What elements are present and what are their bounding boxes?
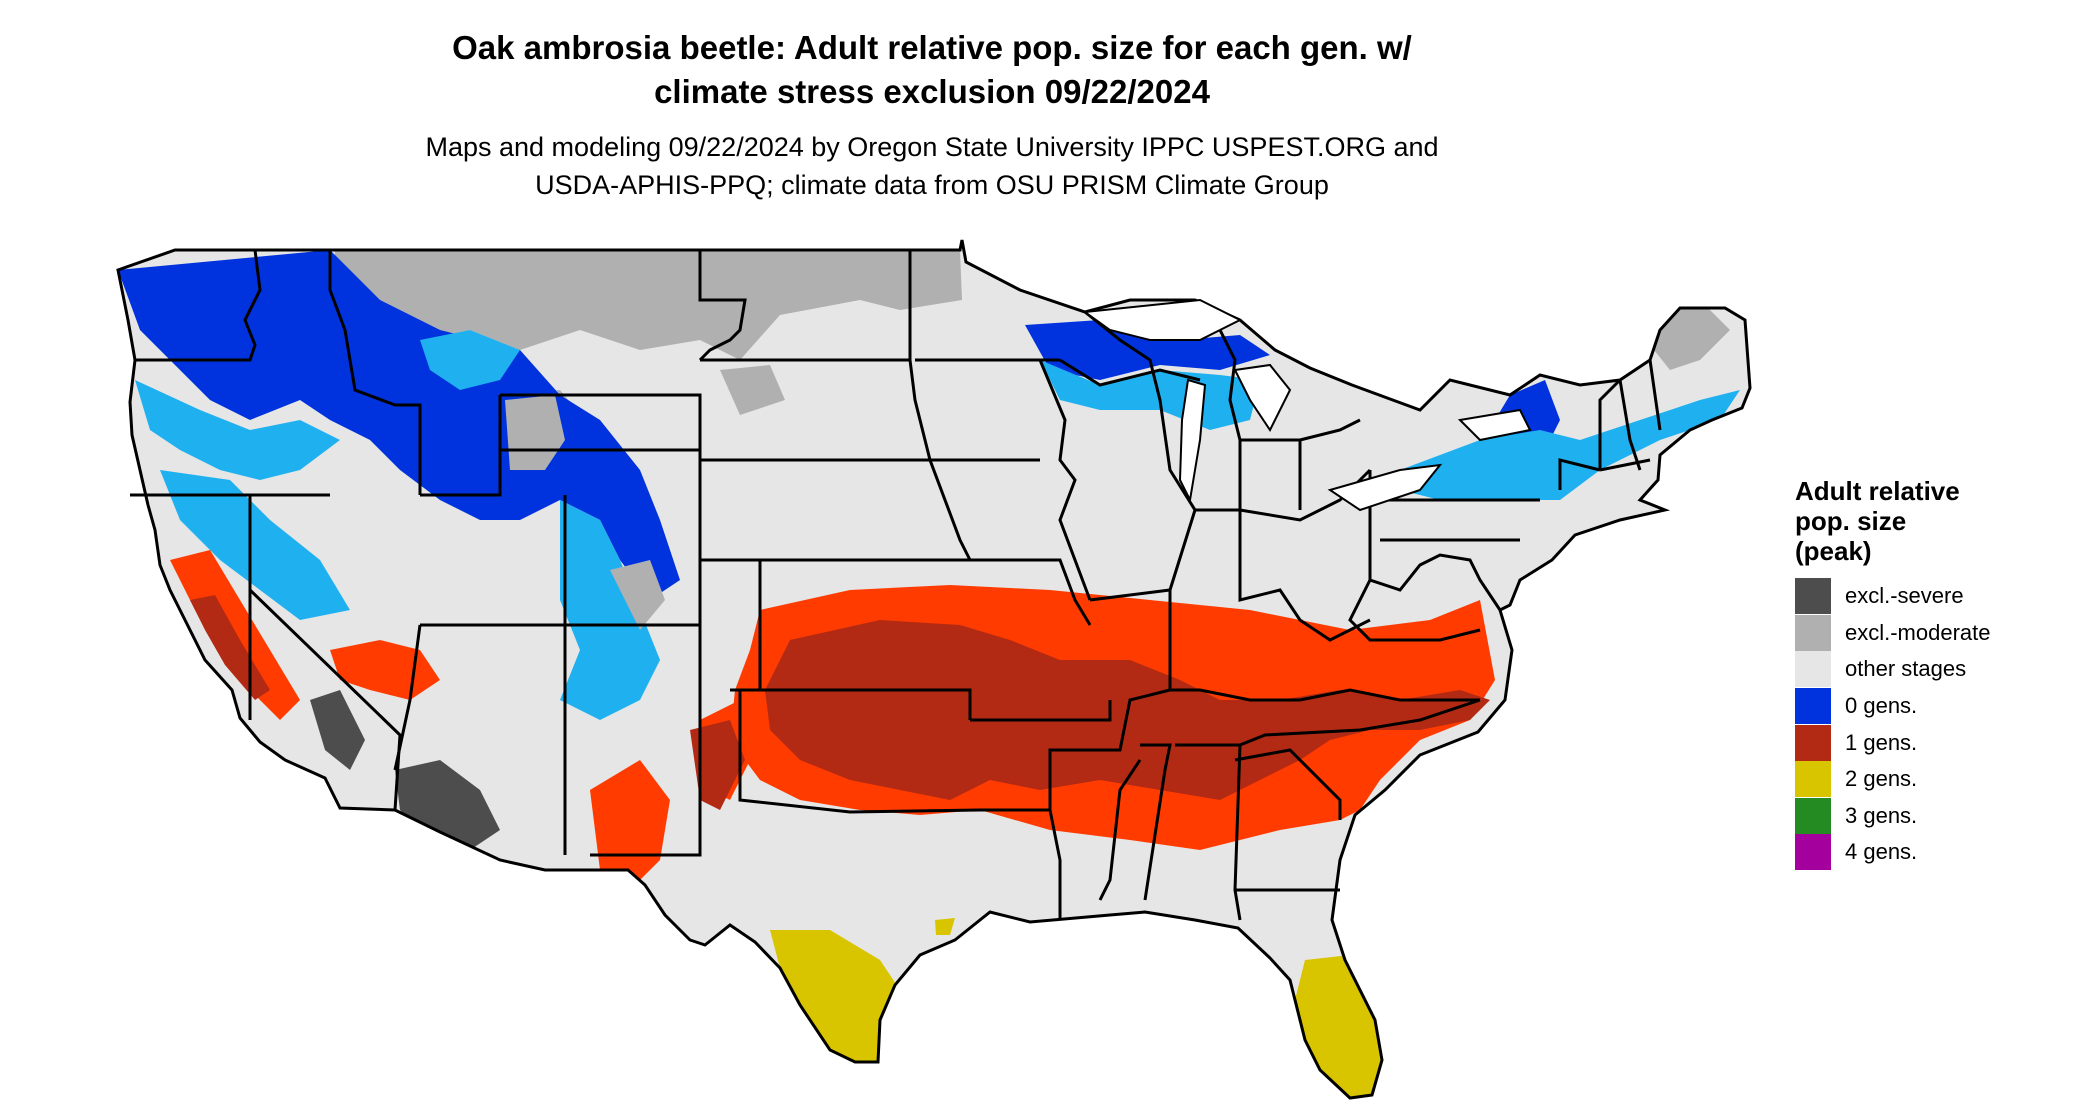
map-subtitle-line1: Maps and modeling 09/22/2024 by Oregon S… xyxy=(425,132,1439,162)
legend-item: other stages xyxy=(1795,651,2085,688)
legend-item: 1 gens. xyxy=(1795,724,2085,761)
legend-swatch xyxy=(1795,688,1831,725)
legend-label: excl.-severe xyxy=(1845,583,1964,609)
legend-item: 3 gens. xyxy=(1795,797,2085,835)
legend-title-line2: pop. size xyxy=(1795,506,1907,536)
legend-label: excl.-moderate xyxy=(1845,619,1991,645)
legend-item: excl.-moderate xyxy=(1795,614,2085,652)
map-title-line2: climate stress exclusion 09/22/2024 xyxy=(654,73,1210,110)
legend-label: 4 gens. xyxy=(1845,839,1918,865)
legend-label: other stages xyxy=(1845,656,1967,682)
zero-gens-light-zones xyxy=(135,330,1740,720)
legend-label: 0 gens. xyxy=(1845,693,1918,719)
legend-title-line1: Adult relative xyxy=(1795,476,1960,506)
legend-swatch xyxy=(1795,614,1831,651)
legend-swatch xyxy=(1795,724,1831,761)
legend-swatch xyxy=(1795,834,1831,871)
map-title-line1: Oak ambrosia beetle: Adult relative pop.… xyxy=(452,29,1412,66)
legend-item: 0 gens. xyxy=(1795,688,2085,725)
great-lakes xyxy=(1082,298,1532,512)
legend-swatch xyxy=(1795,797,1831,834)
legend-title: Adult relative pop. size (peak) xyxy=(1795,476,2085,566)
map-title: Oak ambrosia beetle: Adult relative pop.… xyxy=(0,26,1864,114)
map-subtitle: Maps and modeling 09/22/2024 by Oregon S… xyxy=(0,128,1864,204)
legend-swatch xyxy=(1795,761,1831,798)
legend-swatch xyxy=(1795,578,1831,615)
map-subtitle-line2: USDA-APHIS-PPQ; climate data from OSU PR… xyxy=(535,170,1329,200)
legend-item: 4 gens. xyxy=(1795,834,2085,871)
legend-label: 2 gens. xyxy=(1845,766,1918,792)
legend-label: 1 gens. xyxy=(1845,729,1918,755)
legend-item: 2 gens. xyxy=(1795,761,2085,798)
legend-label: 3 gens. xyxy=(1845,802,1918,828)
legend-item: excl.-severe xyxy=(1795,578,2085,615)
legend-title-line3: (peak) xyxy=(1795,536,1872,566)
state-borders xyxy=(116,239,1752,1100)
legend-items: excl.-severe excl.-moderate other stages… xyxy=(1795,578,2085,871)
legend-swatch xyxy=(1795,651,1831,688)
legend: Adult relative pop. size (peak) excl.-se… xyxy=(1795,476,2085,871)
